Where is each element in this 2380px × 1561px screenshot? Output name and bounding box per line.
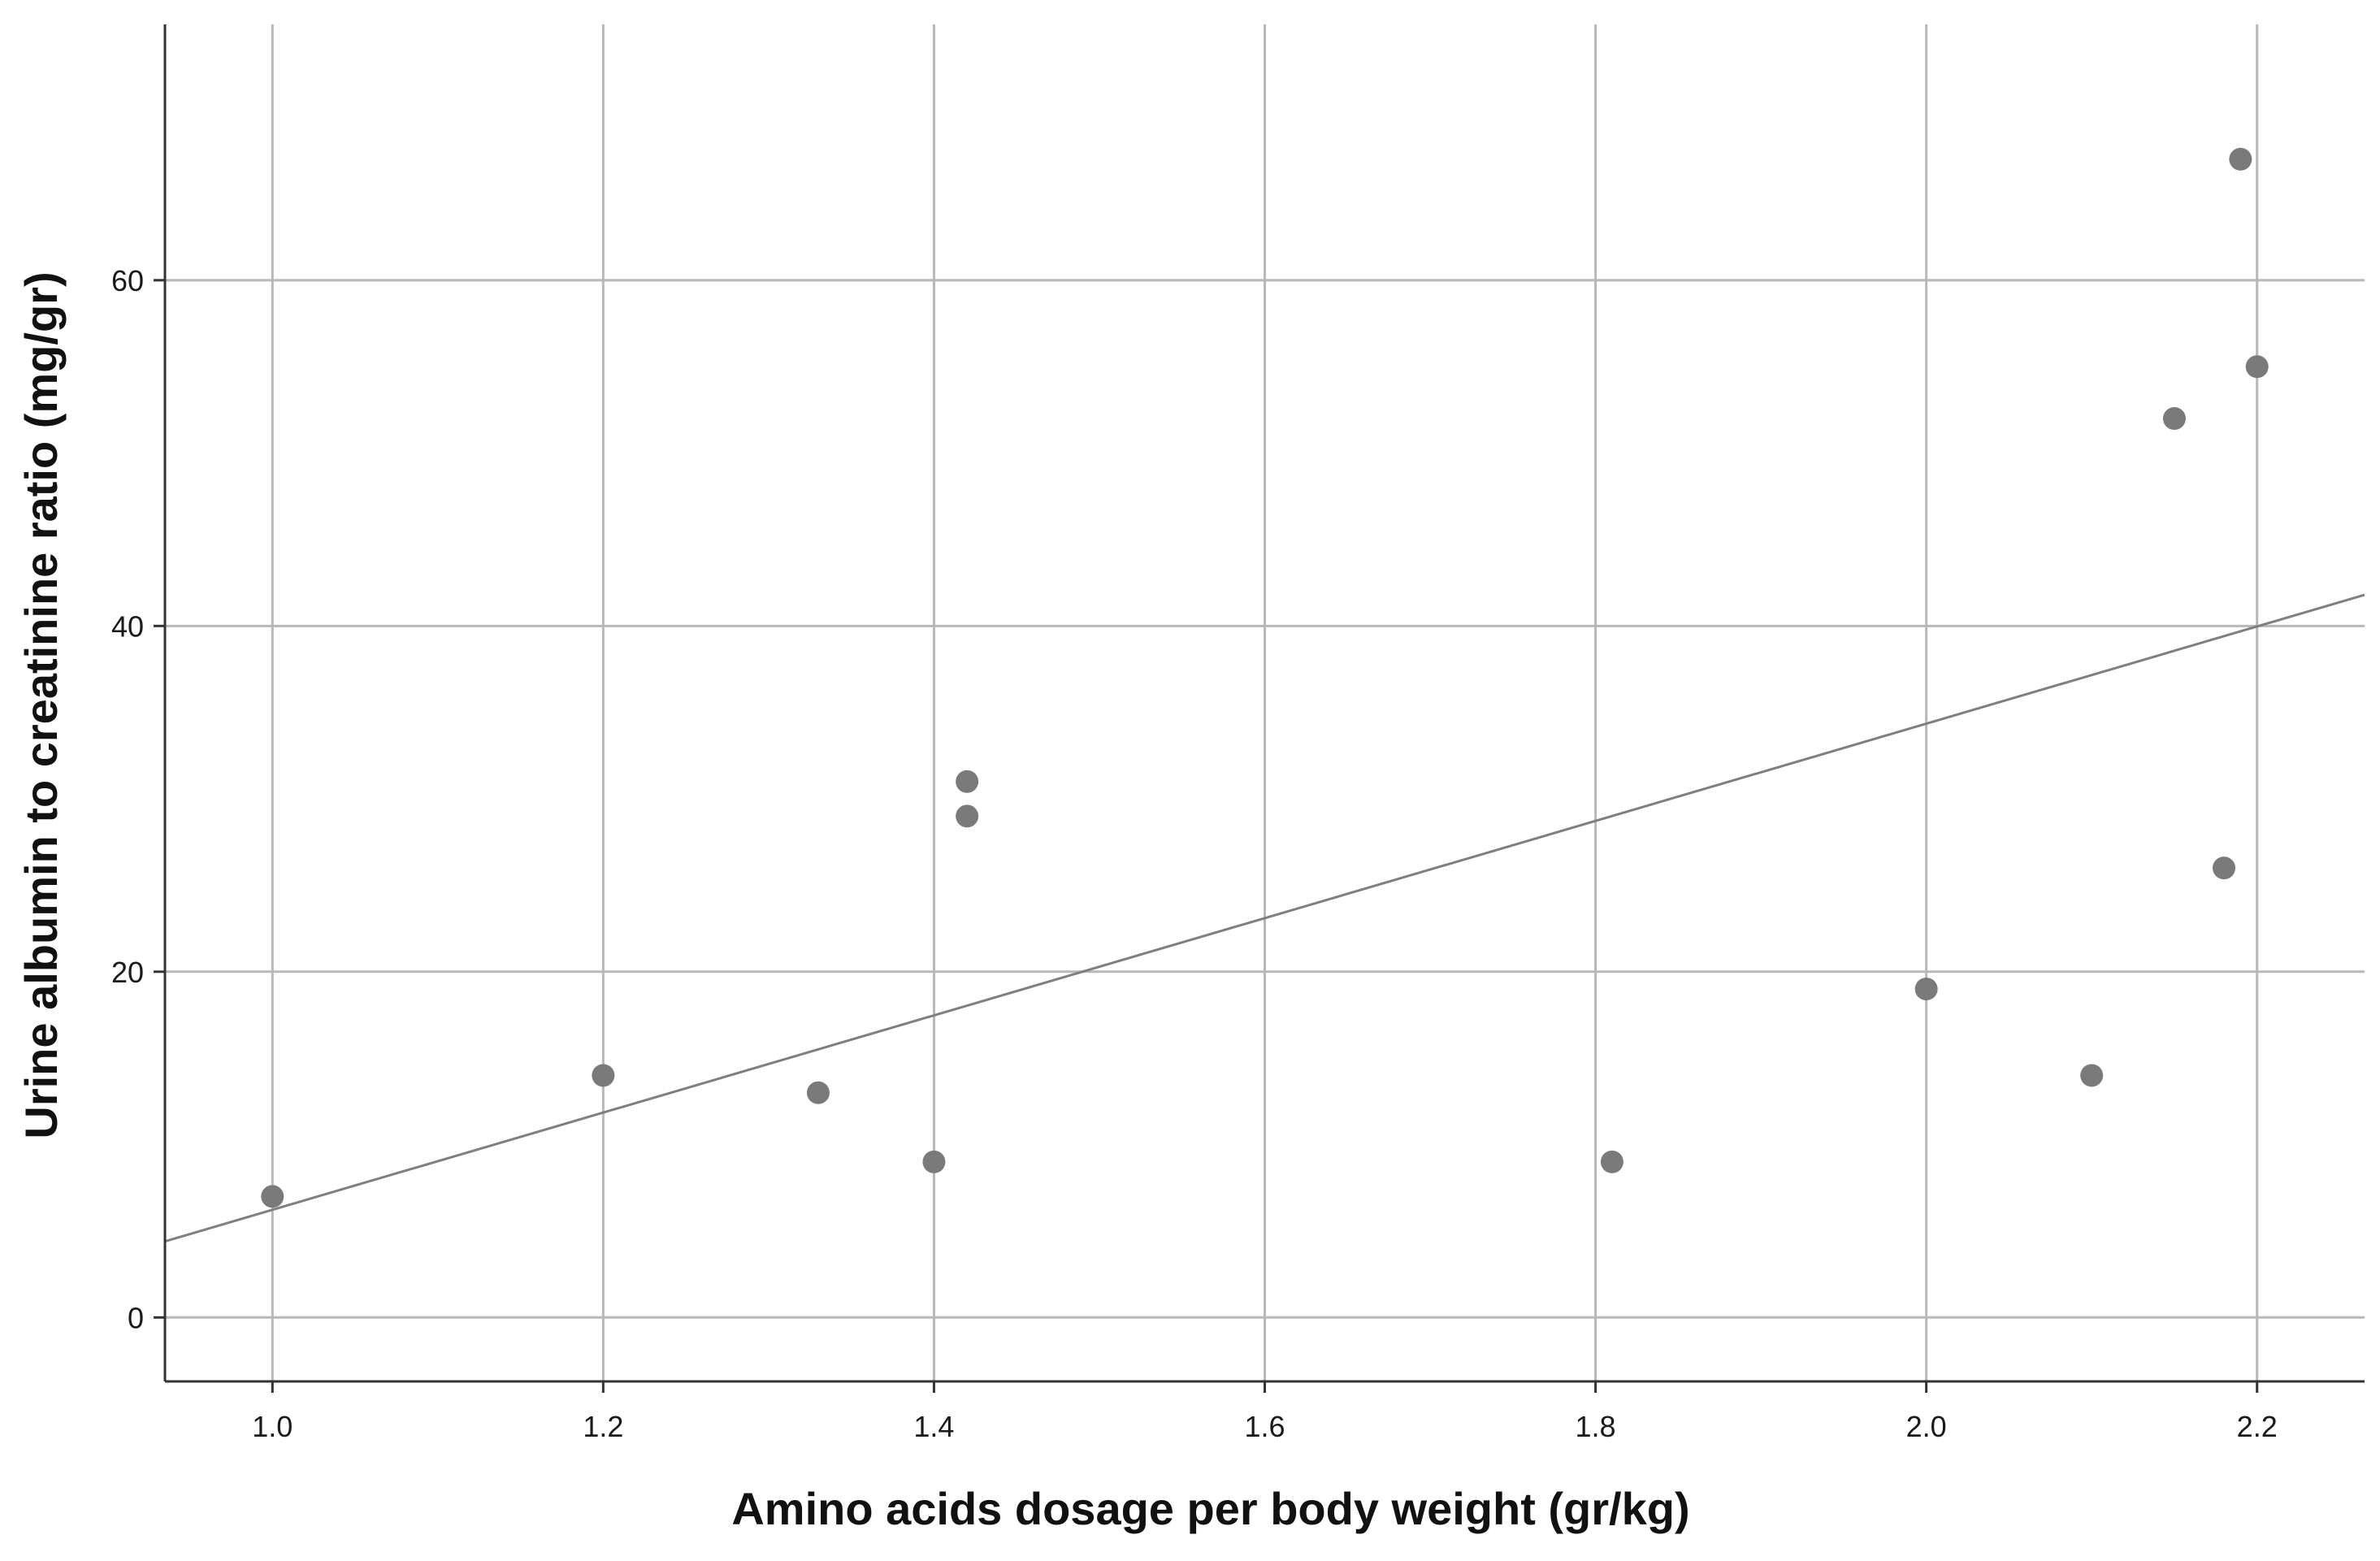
- x-tick-label: 2.2: [2237, 1410, 2278, 1443]
- x-tick-label: 1.8: [1576, 1410, 1616, 1443]
- y-axis-title: Urine albumin to creatinine ratio (mg/gr…: [15, 271, 67, 1138]
- data-point: [2229, 147, 2252, 171]
- data-point: [956, 804, 979, 828]
- x-tick-label: 1.6: [1244, 1410, 1285, 1443]
- data-point: [2245, 355, 2269, 379]
- regression-line-group: [164, 593, 2365, 1243]
- x-tick-label: 1.4: [913, 1410, 954, 1443]
- data-point: [922, 1150, 946, 1173]
- x-tick-label: 2.0: [1906, 1410, 1947, 1443]
- data-point: [1600, 1150, 1624, 1173]
- x-axis-title: Amino acids dosage per body weight (gr/k…: [731, 1483, 1689, 1534]
- axes: [154, 24, 2365, 1393]
- data-point: [261, 1185, 284, 1208]
- x-tick-labels: 1.0 1.2 1.4 1.6 1.8 2.0 2.2: [252, 1410, 2277, 1443]
- y-tick-label: 40: [111, 609, 144, 643]
- y-tick-label: 0: [128, 1301, 144, 1334]
- data-points: [261, 147, 2269, 1208]
- data-point: [806, 1081, 830, 1104]
- data-point: [956, 770, 979, 793]
- data-point: [2212, 856, 2235, 880]
- y-tick-label: 60: [111, 264, 144, 297]
- data-point: [2080, 1064, 2104, 1087]
- regression-line: [164, 593, 2365, 1243]
- data-point: [1914, 978, 1938, 1001]
- data-point: [2162, 407, 2186, 431]
- gridlines: [165, 24, 2365, 1381]
- data-point: [592, 1064, 615, 1087]
- y-tick-labels: 0 20 40 60: [111, 264, 144, 1334]
- x-tick-label: 1.0: [252, 1410, 293, 1443]
- x-tick-label: 1.2: [583, 1410, 623, 1443]
- y-tick-label: 20: [111, 956, 144, 989]
